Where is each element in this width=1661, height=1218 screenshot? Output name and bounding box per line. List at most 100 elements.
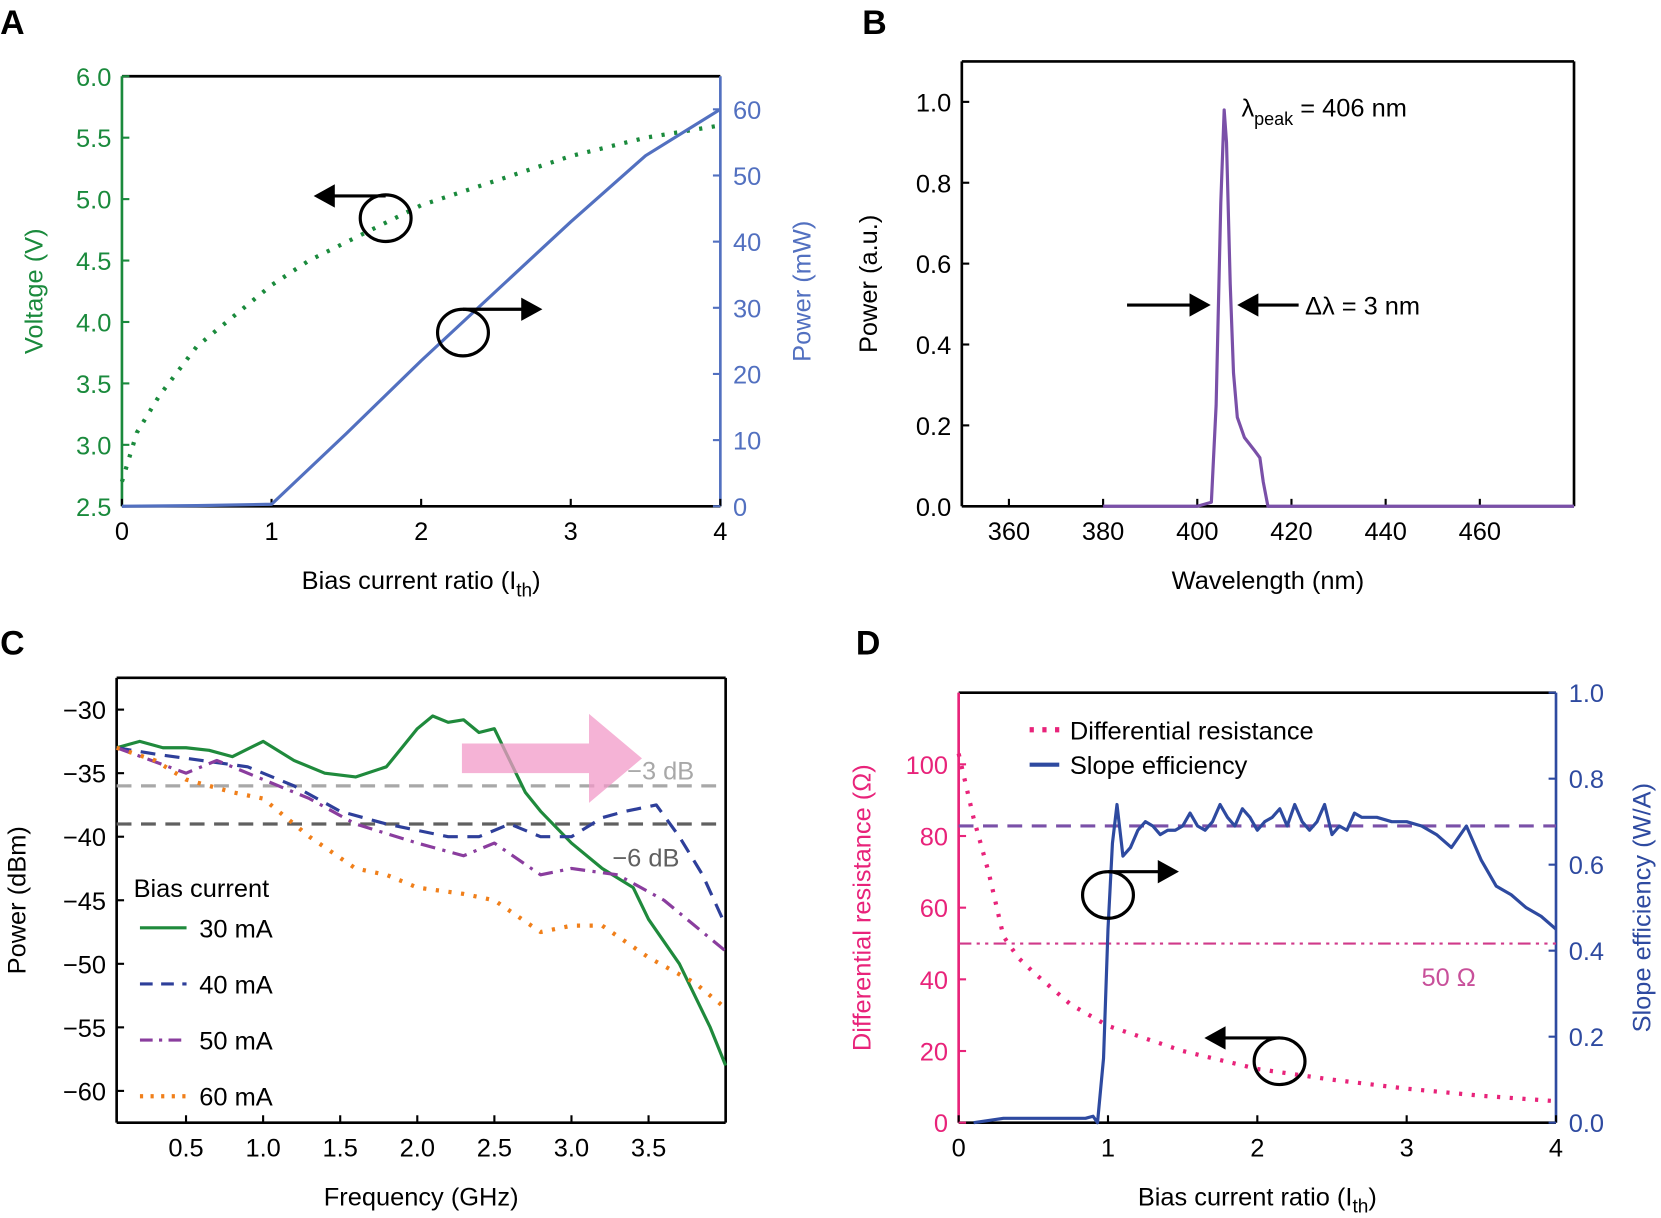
series-line-1 [973,802,1558,1125]
y-right-tick-label: 60 [733,97,761,125]
chart-c: 0.5 1.0 1.5 2.0 2.5 3.0 3.5 −30 −35 −40 −45 −50 −55 −… [4,676,728,1211]
x-tick-label: 2.5 [477,1135,512,1163]
legend-entry: 30 mA [199,915,272,943]
minus3db-label: −3 dB [627,758,694,786]
x-tick-label: 2 [1250,1135,1264,1163]
arrowhead [1204,1026,1226,1050]
y-tick-label: 40 [920,967,948,995]
x-axis-label: Bias current ratio (Ith) [1138,1183,1377,1217]
series-line-2 [116,746,727,953]
arrowhead [1157,860,1179,884]
y-tick-label: 1.0 [916,89,951,117]
y-tick-label: 100 [906,752,948,780]
arrowhead [1189,293,1211,317]
legend-entry: 40 mA [199,971,272,999]
legend-entry: Slope efficiency [1070,752,1248,780]
x-tick-label: 2 [414,518,428,546]
y-right-tick-label: 1.0 [1569,680,1604,708]
x-tick-label: 0.5 [168,1135,203,1163]
x-tick-label: 1.0 [245,1135,280,1163]
y-tick-label: −55 [63,1015,106,1043]
x-axis-label-main: Bias current ratio (I [302,567,517,595]
panel-label-a: A [0,4,24,42]
circle-marker-icon [435,307,490,358]
x-tick-label: 1.5 [323,1135,358,1163]
x-tick-label: 4 [713,518,727,546]
y-axis-label-left: Differential resistance (Ω) [849,764,877,1051]
x-axis-label-end: ) [1368,1183,1376,1211]
y-tick-label: 4.5 [76,248,111,276]
y-tick-label: 0.6 [916,251,951,279]
y-tick-label: −40 [63,824,106,852]
series-line-0 [1103,108,1575,508]
y-axis-label-left: Voltage (V) [21,228,49,354]
x-axis-label: Bias current ratio (Ith) [302,567,541,601]
y-right-tick-label: 0.8 [1569,766,1604,794]
x-tick-label: 0 [952,1135,966,1163]
peak-lambda: λ [1241,95,1254,123]
x-tick-label: 1 [264,518,278,546]
x-tick-label: 4 [1549,1135,1563,1163]
x-tick-label: 0 [115,518,129,546]
y-right-tick-label: 30 [733,295,761,323]
y-right-tick-label: 50 [733,163,761,191]
chart-d: 0 1 2 3 40204060801000.00.20.40.60.81.0Bias … [849,680,1657,1218]
y-axis-label: Power (dBm) [4,826,32,974]
y-right-tick-label: 0.2 [1569,1024,1604,1052]
y-tick-label: −30 [63,697,106,725]
peak-value: = 406 nm [1293,95,1407,123]
y-tick-label: 0.2 [916,413,951,441]
circle-marker-icon [358,193,413,244]
y-tick-label: 4.0 [76,310,111,338]
arrowhead [313,184,335,208]
y-right-tick-label: 20 [733,361,761,389]
x-tick-label: 2.0 [400,1135,435,1163]
y-axis-label: Power (a.u.) [855,215,883,353]
x-tick-label: 400 [1176,518,1218,546]
x-axis-label: Frequency (GHz) [324,1183,519,1211]
y-tick-label: −35 [63,761,106,789]
y-axis-label-right: Slope efficiency (W/A) [1628,783,1656,1032]
series-line-0 [119,123,721,483]
y-tick-label: 3.0 [76,432,111,460]
y-tick-label: 20 [920,1039,948,1067]
chart-a: 0 1 2 3 4 2.5 3.0 3.5 4.0 4.5 5.0 5.5 6.0 0 10 20 30 40 50… [21,64,817,602]
y-tick-label: 0.4 [916,332,951,360]
panel-label-b: B [862,4,886,42]
x-tick-label: 3.0 [554,1135,589,1163]
y-tick-label: 5.0 [76,187,111,215]
series-line-1 [121,107,722,508]
y-tick-label: 5.5 [76,125,111,153]
y-right-tick-label: 0 [733,494,747,522]
y-tick-label: 2.5 [76,494,111,522]
x-tick-label: 360 [988,518,1030,546]
series-line-0 [116,714,728,1067]
y-tick-label: 80 [920,824,948,852]
y-tick-label: 60 [920,895,948,923]
circle-marker-icon [1252,1036,1307,1087]
y-axis-label-right: Power (mW) [788,221,816,362]
y-tick-label: 0.8 [916,170,951,198]
y-tick-label: −60 [63,1078,106,1106]
panel-label-d: D [856,625,880,663]
y-right-tick-label: 40 [733,229,761,257]
x-tick-label: 1 [1101,1135,1115,1163]
peak-sub: peak [1254,109,1294,129]
x-tick-label: 3 [564,518,578,546]
x-tick-label: 420 [1270,518,1312,546]
x-axis-label-end: ) [532,567,540,595]
y-tick-label: 0.0 [916,494,951,522]
peak-annotation: λpeak = 406 nm [1241,95,1406,129]
legend-entry: 60 mA [199,1084,272,1112]
x-axis-label-sub: th [516,580,532,601]
frequency-arrow-icon [461,713,642,803]
minus6db-label: −6 dB [612,844,679,872]
y-tick-label: 0 [934,1110,948,1138]
x-tick-label: 380 [1082,518,1124,546]
legend-title: Bias current [134,875,270,903]
arrowhead [521,297,543,321]
chart-b: 360 380 400 420 440 460 0.0 0.2 0.4 0.6 0.8 1.0 Wave… [855,60,1576,595]
x-tick-label: 3 [1400,1135,1414,1163]
x-tick-label: 440 [1364,518,1406,546]
